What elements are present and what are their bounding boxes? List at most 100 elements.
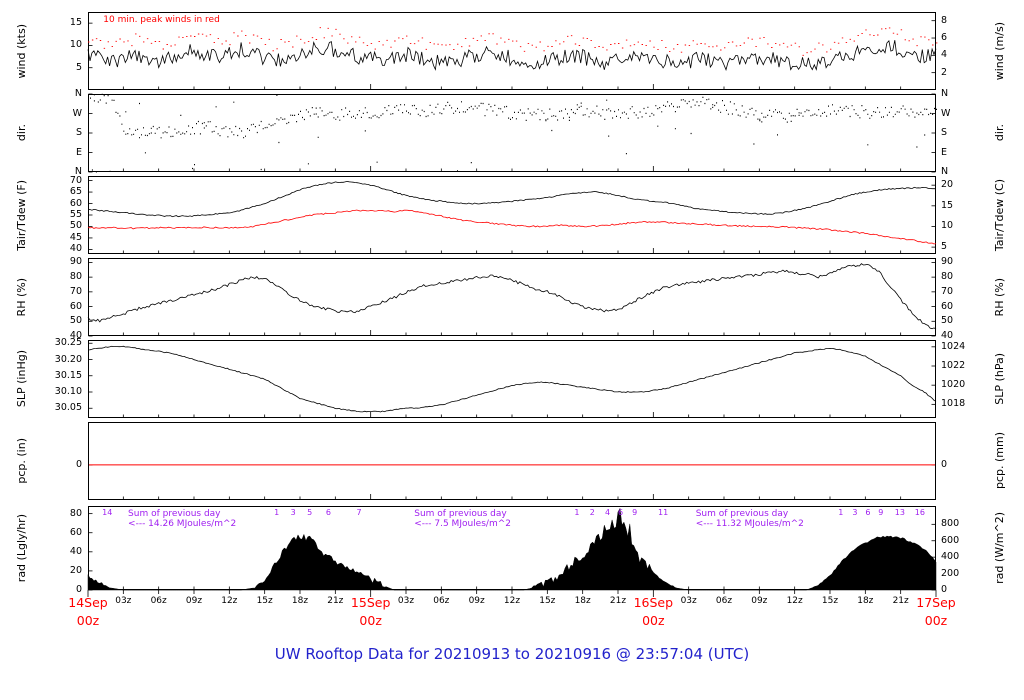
x-tick-label: 06z bbox=[150, 596, 167, 606]
date-label: 17Sep bbox=[916, 595, 956, 610]
y-tick-label: 600 bbox=[941, 534, 960, 546]
axis-label-text: wind (m/s) bbox=[992, 21, 1006, 81]
annotation-text: 7 bbox=[356, 508, 362, 517]
date-label: 00z bbox=[76, 613, 100, 628]
axis-label-left: RH (%) bbox=[6, 258, 36, 336]
date-label: 16Sep bbox=[633, 595, 674, 610]
y-tick-label: 40 bbox=[69, 243, 82, 255]
y-tick-label: 80 bbox=[69, 271, 82, 283]
y-tick-label: 50 bbox=[941, 315, 954, 327]
annotation-text: 6 bbox=[865, 508, 871, 517]
annotation-text: <--- 14.26 MJoules/m^2 bbox=[128, 519, 237, 529]
y-tick-label: S bbox=[941, 127, 948, 138]
axis-label-right: SLP (hPa) bbox=[984, 340, 1014, 418]
y-tick-label: 200 bbox=[941, 567, 960, 579]
panel-temperature bbox=[87, 176, 937, 254]
axis-label-right: pcp. (mm) bbox=[984, 422, 1014, 500]
annotation-text: 16 bbox=[914, 508, 925, 517]
y-tick-label: 0 bbox=[941, 458, 948, 470]
panel-wind bbox=[87, 12, 938, 90]
y-tick-label: 30.10 bbox=[54, 386, 82, 397]
annotation-text: 9 bbox=[632, 508, 638, 517]
axis-label-text: SLP (inHg) bbox=[14, 350, 28, 408]
y-tick-label: 45 bbox=[69, 231, 82, 243]
y-tick-label: 70 bbox=[941, 285, 954, 297]
axis-label-right: RH (%) bbox=[984, 258, 1014, 336]
y-tick-label: 70 bbox=[69, 174, 82, 186]
y-tick-label: 10 bbox=[941, 220, 954, 232]
annotation-text: 14 bbox=[102, 508, 113, 517]
y-tick-label: 60 bbox=[69, 526, 82, 538]
x-tick-label: 06z bbox=[715, 596, 733, 606]
annotation-text: <--- 7.5 MJoules/m^2 bbox=[414, 519, 511, 529]
axis-label-text: pcp. (mm) bbox=[992, 432, 1006, 490]
annotation-text: 9 bbox=[878, 508, 884, 517]
x-tick-label: 03z bbox=[680, 596, 697, 606]
y-tick-label: 40 bbox=[941, 330, 954, 341]
y-tick-label: 30.20 bbox=[54, 353, 82, 365]
panel-pcp bbox=[88, 422, 936, 500]
x-tick-label: 21z bbox=[892, 596, 909, 606]
y-tick-label: 20 bbox=[941, 179, 954, 191]
axis-label-text: Tair/Tdew (C) bbox=[992, 178, 1006, 252]
annotation-text: 4 bbox=[605, 508, 611, 517]
y-tick-label: 50 bbox=[69, 315, 82, 327]
y-tick-label: 0 bbox=[75, 458, 82, 470]
axis-label-left: dir. bbox=[6, 94, 36, 172]
y-tick-label: 5 bbox=[941, 241, 948, 253]
y-tick-label: 2 bbox=[941, 66, 948, 78]
x-tick-label: 12z bbox=[786, 596, 803, 606]
axis-label-text: rad (Lgly/hr) bbox=[14, 513, 28, 583]
annotation-text: 10 min. peak winds in red bbox=[103, 15, 220, 25]
x-tick-label: 21z bbox=[327, 596, 344, 606]
x-tick-label: 09z bbox=[468, 596, 485, 606]
y-tick-label: 6 bbox=[941, 32, 948, 44]
date-label: 15Sep bbox=[350, 595, 391, 610]
y-tick-label: N bbox=[74, 166, 82, 177]
y-tick-label: 40 bbox=[69, 330, 82, 341]
y-tick-label: N bbox=[74, 88, 82, 99]
panel-rh bbox=[87, 258, 937, 337]
axis-label-right: rad (W/m^2) bbox=[984, 506, 1014, 590]
x-tick-label: 06z bbox=[433, 596, 450, 606]
y-tick-label: E bbox=[941, 146, 948, 158]
y-tick-label: 60 bbox=[69, 300, 82, 312]
x-tick-label: 21z bbox=[609, 596, 627, 606]
axis-label-right: dir. bbox=[984, 94, 1014, 172]
y-tick-label: 1018 bbox=[941, 398, 966, 410]
date-label: 00z bbox=[359, 613, 382, 628]
x-tick-label: 09z bbox=[751, 596, 768, 606]
annotation-text: 1 bbox=[274, 508, 280, 517]
y-tick-label: 400 bbox=[941, 551, 960, 563]
annotation-text: Sum of previous day bbox=[128, 509, 221, 519]
y-tick-label: 60 bbox=[941, 300, 954, 312]
axis-label-text: RH (%) bbox=[992, 277, 1006, 317]
annotation-text: 1 bbox=[574, 508, 580, 517]
x-tick-label: 15z bbox=[539, 596, 556, 606]
y-tick-label: 30.05 bbox=[54, 402, 82, 414]
panel-rad bbox=[87, 506, 937, 591]
y-tick-label: 30.25 bbox=[54, 337, 82, 349]
annotation-text: 3 bbox=[290, 508, 296, 517]
x-tick-label: 12z bbox=[503, 596, 521, 606]
y-tick-label: 40 bbox=[69, 545, 82, 557]
y-tick-label: 10 bbox=[69, 39, 82, 51]
axis-label-text: Tair/Tdew (F) bbox=[14, 179, 28, 251]
y-tick-label: 65 bbox=[69, 186, 82, 198]
date-label: 14Sep bbox=[68, 595, 108, 610]
annotation-text: <--- 11.32 MJoules/m^2 bbox=[695, 519, 804, 529]
date-label: 00z bbox=[642, 613, 665, 628]
x-tick-label: 18z bbox=[574, 596, 591, 606]
y-tick-label: 8 bbox=[941, 14, 948, 26]
y-tick-label: 90 bbox=[69, 256, 82, 268]
annotation-text: Sum of previous day bbox=[695, 509, 789, 519]
panel-slp bbox=[87, 340, 937, 418]
x-tick-label: 03z bbox=[397, 596, 415, 606]
y-tick-label: 1020 bbox=[941, 379, 966, 391]
date-label: 00z bbox=[924, 613, 948, 628]
y-tick-label: 4 bbox=[941, 49, 948, 61]
y-tick-label: 1022 bbox=[941, 360, 966, 371]
y-tick-label: E bbox=[75, 146, 82, 158]
y-tick-label: 80 bbox=[941, 271, 954, 283]
